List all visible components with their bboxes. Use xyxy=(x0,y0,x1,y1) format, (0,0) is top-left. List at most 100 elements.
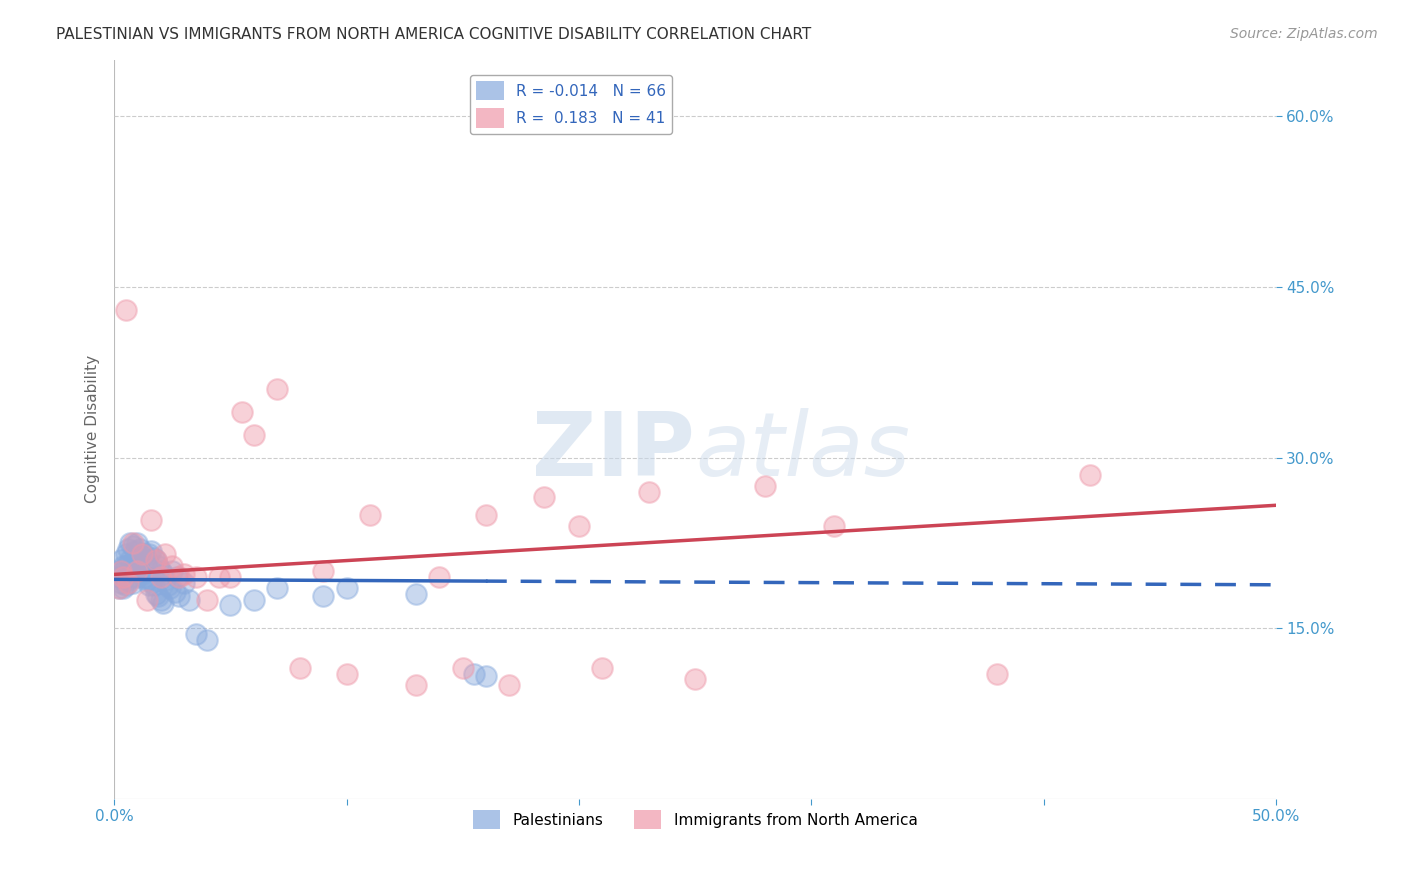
Point xyxy=(475,508,498,522)
Point xyxy=(131,566,153,581)
Point xyxy=(108,570,131,584)
Point xyxy=(475,669,498,683)
Point xyxy=(135,592,157,607)
Point xyxy=(141,513,163,527)
Point xyxy=(110,565,132,579)
Point xyxy=(141,544,163,558)
Point xyxy=(451,661,474,675)
Point xyxy=(533,491,555,505)
Point xyxy=(312,565,335,579)
Point xyxy=(141,574,163,588)
Point xyxy=(591,661,613,675)
Point xyxy=(110,565,132,579)
Point xyxy=(127,570,149,584)
Point xyxy=(266,383,288,397)
Point xyxy=(114,578,136,592)
Point xyxy=(127,536,149,550)
Point xyxy=(184,627,207,641)
Point xyxy=(162,565,184,579)
Point xyxy=(405,587,427,601)
Point xyxy=(405,678,427,692)
Point xyxy=(335,666,357,681)
Point xyxy=(219,599,242,613)
Point xyxy=(138,578,160,592)
Point xyxy=(135,553,157,567)
Point xyxy=(823,519,845,533)
Point xyxy=(184,570,207,584)
Point xyxy=(166,570,188,584)
Point xyxy=(159,582,181,596)
Point xyxy=(145,587,167,601)
Point xyxy=(152,566,174,581)
Point xyxy=(173,566,195,581)
Point xyxy=(149,592,172,607)
Point xyxy=(110,553,132,567)
Point xyxy=(145,553,167,567)
Text: Source: ZipAtlas.com: Source: ZipAtlas.com xyxy=(1230,27,1378,41)
Point xyxy=(120,553,142,567)
Point xyxy=(128,565,150,579)
Point xyxy=(145,553,167,567)
Point xyxy=(108,582,131,596)
Legend: Palestinians, Immigrants from North America: Palestinians, Immigrants from North Amer… xyxy=(467,804,924,836)
Point xyxy=(135,574,157,588)
Text: ZIP: ZIP xyxy=(533,408,695,495)
Point xyxy=(231,405,253,419)
Point xyxy=(208,570,231,584)
Point xyxy=(112,570,135,584)
Point xyxy=(112,558,135,573)
Point xyxy=(1078,467,1101,482)
Point xyxy=(108,582,131,596)
Point xyxy=(149,570,172,584)
Point xyxy=(177,592,200,607)
Point xyxy=(121,540,143,554)
Point xyxy=(124,565,146,579)
Point xyxy=(242,592,264,607)
Point xyxy=(148,558,170,573)
Point xyxy=(110,575,132,590)
Point xyxy=(131,547,153,561)
Point xyxy=(242,428,264,442)
Point xyxy=(986,666,1008,681)
Point xyxy=(120,536,142,550)
Point xyxy=(155,574,177,588)
Point xyxy=(114,547,136,561)
Point xyxy=(142,578,165,592)
Point xyxy=(463,666,485,681)
Point xyxy=(124,544,146,558)
Y-axis label: Cognitive Disability: Cognitive Disability xyxy=(86,355,100,503)
Point xyxy=(754,479,776,493)
Point xyxy=(195,592,218,607)
Point xyxy=(134,547,156,561)
Text: PALESTINIAN VS IMMIGRANTS FROM NORTH AMERICA COGNITIVE DISABILITY CORRELATION CH: PALESTINIAN VS IMMIGRANTS FROM NORTH AME… xyxy=(56,27,811,42)
Point xyxy=(138,547,160,561)
Point xyxy=(152,596,174,610)
Point xyxy=(155,547,177,561)
Point xyxy=(266,582,288,596)
Point xyxy=(120,570,142,584)
Point xyxy=(121,575,143,590)
Point xyxy=(112,582,135,596)
Point xyxy=(637,484,659,499)
Point xyxy=(173,575,195,590)
Point xyxy=(134,570,156,584)
Point xyxy=(162,558,184,573)
Point xyxy=(117,574,139,588)
Point xyxy=(131,547,153,561)
Point xyxy=(568,519,591,533)
Point xyxy=(148,590,170,604)
Point xyxy=(335,582,357,596)
Text: atlas: atlas xyxy=(695,409,910,494)
Point xyxy=(195,632,218,647)
Point xyxy=(114,558,136,573)
Point xyxy=(498,678,520,692)
Point xyxy=(128,541,150,556)
Point xyxy=(156,578,179,592)
Point xyxy=(142,550,165,565)
Point xyxy=(288,661,311,675)
Point xyxy=(114,302,136,317)
Point xyxy=(117,541,139,556)
Point xyxy=(429,570,451,584)
Point xyxy=(167,590,190,604)
Point xyxy=(219,570,242,584)
